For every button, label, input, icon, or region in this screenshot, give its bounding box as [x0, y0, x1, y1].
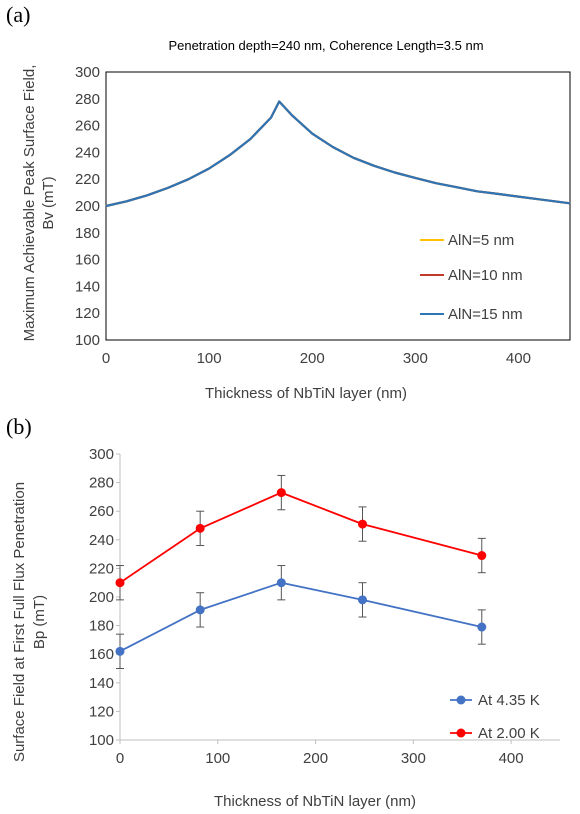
panel-b-series-0-point [195, 605, 205, 615]
panel-a-plot-frame [105, 71, 571, 341]
panel-b-x-tick-label: 300 [401, 750, 426, 767]
panel-b-y-tick-label: 260 [89, 503, 114, 520]
panel-a-x-axis-label: Thickness of NbTiN layer (nm) [205, 385, 407, 402]
panel-b-label: (b) [6, 414, 32, 439]
panel-b-series-0-line [119, 581, 482, 653]
panel-a-y-tick-label: 260 [75, 118, 100, 135]
panel-b-y-tick-label: 200 [89, 589, 114, 606]
panel-b-series-1-point [357, 519, 367, 529]
panel-b-y-tick-label: 240 [89, 532, 114, 549]
panel-b-x-tick-label: 200 [303, 750, 328, 767]
panel-a-y-tick-label: 200 [75, 198, 100, 215]
panel-a-y-tick-label: 120 [75, 305, 100, 322]
panel-b-series-0-point [477, 622, 487, 632]
panel-a-y-axis-label-line2: Bv (mT) [40, 176, 57, 229]
panel-b-legend-label-0: At 4.35 K [478, 692, 540, 709]
panel-a-series-1-line [105, 100, 571, 208]
panel-a-title: Penetration depth=240 nm, Coherence Leng… [168, 38, 483, 53]
panel-a-y-tick-label: 140 [75, 278, 100, 295]
panel-a-legend-label-1: AlN=10 nm [448, 267, 523, 284]
panel-a-y-tick-label: 100 [75, 332, 100, 349]
panel-a-y-tick-label: 160 [75, 252, 100, 269]
panel-b-legend-swatch-marker-0 [456, 695, 466, 705]
panel-b-y-axis-label-line2: Bp (mT) [31, 595, 48, 649]
panel-a-y-tick-label: 220 [75, 171, 100, 188]
panel-b-legend-label-1: At 2.00 K [478, 725, 540, 742]
panel-a-y-tick-label: 300 [75, 64, 100, 81]
panel-a-legend-label-2: AlN=15 nm [448, 306, 523, 323]
panel-b-legend-swatch-marker-1 [456, 728, 466, 738]
panel-a-x-tick-label: 300 [403, 350, 428, 367]
panel-b-y-tick-label: 280 [89, 475, 114, 492]
panel-b-y-tick-label: 120 [89, 703, 114, 720]
panel-b-series-0-point [276, 578, 286, 588]
panel-a-x-tick-label: 400 [506, 350, 531, 367]
panel-b-series-0-point [115, 646, 125, 656]
panel-a-x-tick-label: 0 [102, 350, 110, 367]
panel-a-y-axis-label-line1: Maximum Achievable Peak Surface Field, [21, 65, 38, 342]
panel-b-y-tick-label: 300 [89, 446, 114, 463]
panel-b-x-tick-label: 100 [205, 750, 230, 767]
panel-b-y-tick-label: 220 [89, 560, 114, 577]
panel-a-y-tick-label: 280 [75, 91, 100, 108]
panel-b-series-1-point [276, 488, 286, 498]
panel-a-x-tick-label: 200 [300, 350, 325, 367]
panel-b-series-0-point [357, 595, 367, 605]
panel-b-y-tick-label: 140 [89, 675, 114, 692]
panel-b-series-1-point [195, 523, 205, 533]
panel-b-series-1-point [115, 578, 125, 588]
panel-b-series-1-line [119, 491, 483, 584]
panel-b-y-tick-label: 180 [89, 618, 114, 635]
panel-b-x-tick-label: 400 [499, 750, 524, 767]
panel-a-y-tick-label: 240 [75, 144, 100, 161]
panel-a-label: (a) [6, 2, 30, 27]
panel-a-series-2-line [105, 100, 571, 208]
panel-a-legend-label-0: AlN=5 nm [448, 232, 514, 249]
panel-b-x-tick-label: 0 [116, 750, 124, 767]
panel-a-y-tick-label: 180 [75, 225, 100, 242]
panel-a-x-tick-label: 100 [197, 350, 222, 367]
panel-b-y-tick-label: 100 [89, 732, 114, 749]
panel-b-series-1-point [477, 551, 487, 561]
panel-b-y-axis-label-line1: Surface Field at First Full Flux Penetra… [11, 482, 28, 762]
panel-b-x-axis-label: Thickness of NbTiN layer (nm) [214, 793, 416, 810]
panel-b-y-tick-label: 160 [89, 646, 114, 663]
panel-a-series-0-line [105, 100, 571, 208]
